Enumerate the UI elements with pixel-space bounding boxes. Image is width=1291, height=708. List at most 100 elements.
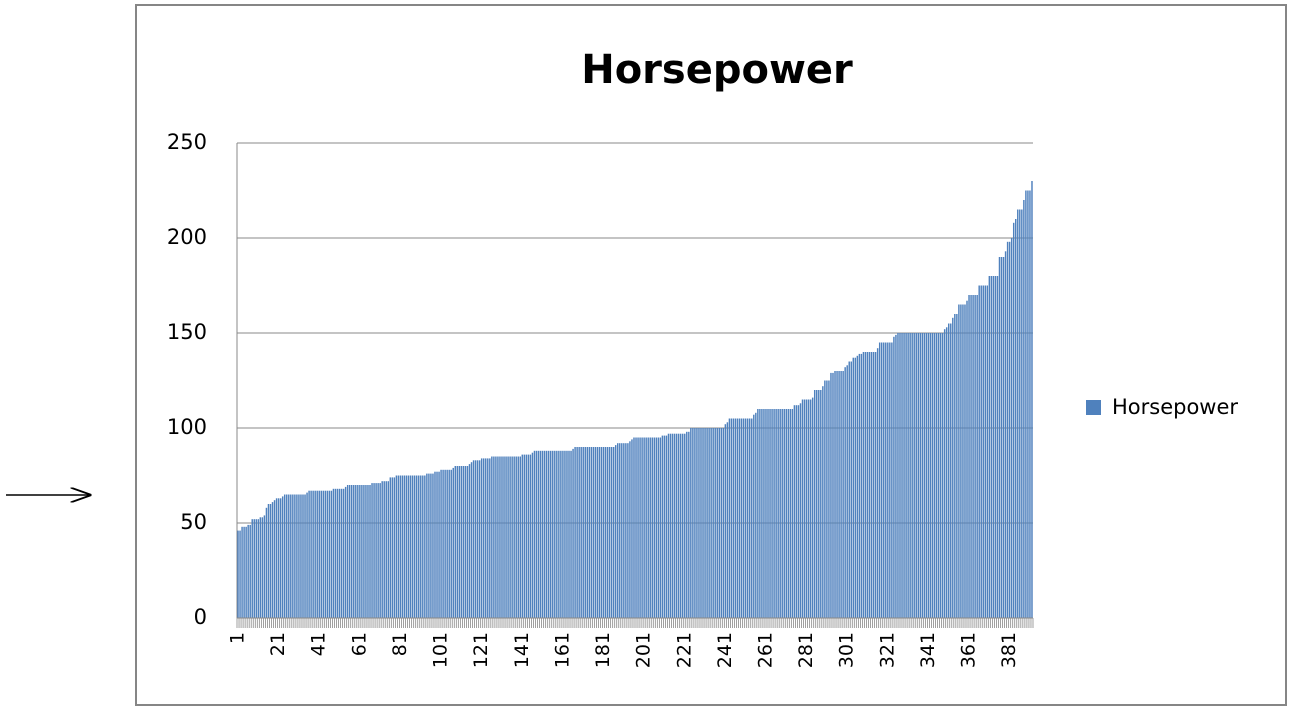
bar: [952, 317, 954, 618]
bar: [848, 361, 850, 618]
bar: [813, 390, 816, 618]
bar: [529, 454, 532, 618]
x-tick-label: 21: [267, 632, 289, 656]
x-tick-label: 281: [795, 632, 817, 668]
bar: [523, 454, 526, 618]
bar: [647, 437, 649, 618]
bar: [517, 456, 519, 618]
bar: [418, 475, 420, 618]
bar: [320, 490, 323, 618]
bar: [448, 469, 450, 618]
bar: [872, 352, 875, 618]
y-tick-label: 100: [167, 415, 207, 439]
bar: [610, 447, 613, 618]
bar: [811, 397, 814, 618]
bar: [271, 502, 274, 618]
bar: [267, 504, 270, 618]
bar: [552, 450, 554, 618]
bar: [962, 304, 964, 618]
bar: [714, 428, 716, 618]
bar: [781, 409, 783, 618]
bar: [482, 458, 485, 618]
bar: [273, 500, 276, 618]
bar: [964, 304, 966, 618]
bar: [868, 352, 871, 618]
bar: [681, 433, 684, 618]
bar: [744, 418, 747, 618]
bar: [832, 372, 834, 618]
x-tick-label: 241: [714, 632, 736, 668]
bar: [773, 409, 775, 618]
bar: [945, 327, 948, 618]
bar: [336, 488, 339, 618]
bar: [885, 342, 887, 618]
bar: [424, 475, 426, 618]
bar: [537, 450, 540, 618]
bar: [541, 450, 544, 618]
y-tick-label: 150: [167, 320, 207, 344]
bar: [899, 333, 901, 618]
bar: [617, 443, 619, 618]
y-tick-label: 250: [167, 130, 207, 154]
bar: [497, 456, 499, 618]
bar: [738, 418, 741, 618]
bar: [842, 371, 844, 618]
bar: [560, 450, 562, 618]
bar: [978, 285, 980, 618]
bar: [807, 399, 810, 618]
bar: [306, 492, 308, 618]
bar: [891, 342, 893, 618]
bar: [395, 475, 398, 618]
bar: [992, 276, 995, 618]
bar: [286, 494, 288, 618]
bar: [927, 333, 930, 618]
bar: [765, 409, 767, 618]
bar: [822, 386, 824, 618]
bar: [653, 437, 656, 618]
bar: [464, 466, 467, 618]
bar: [298, 494, 300, 618]
bar: [998, 257, 1001, 618]
bar: [925, 333, 928, 618]
bar: [874, 352, 877, 618]
bar: [470, 462, 473, 618]
bar: [649, 437, 651, 618]
bar: [513, 456, 515, 618]
bar: [1017, 209, 1019, 618]
bar: [677, 433, 680, 618]
bar: [836, 371, 838, 618]
bar: [389, 477, 392, 618]
bar: [489, 458, 491, 618]
bar: [994, 276, 997, 618]
bar: [1004, 251, 1007, 619]
bar: [478, 460, 481, 618]
bar: [974, 295, 976, 618]
bar: [966, 300, 968, 618]
bar: [369, 485, 371, 618]
bar: [623, 443, 625, 618]
bar: [903, 333, 905, 618]
bar: [456, 466, 459, 618]
bar: [809, 399, 812, 618]
bar: [612, 447, 615, 618]
bar: [332, 488, 335, 618]
bar: [720, 428, 723, 618]
bar: [732, 418, 735, 618]
bar: [415, 475, 418, 618]
bar: [708, 428, 710, 618]
bar: [292, 494, 294, 618]
bar: [846, 365, 848, 618]
bar: [629, 441, 631, 618]
bar: [1008, 241, 1011, 619]
bar: [420, 475, 422, 618]
bar: [363, 485, 365, 618]
bar: [480, 458, 483, 618]
bar: [923, 333, 926, 618]
bar: [939, 333, 942, 618]
bar: [619, 443, 621, 618]
bar: [907, 333, 909, 618]
bar: [943, 329, 946, 618]
bar: [665, 435, 668, 618]
bar: [706, 428, 708, 618]
bar: [1012, 222, 1015, 619]
